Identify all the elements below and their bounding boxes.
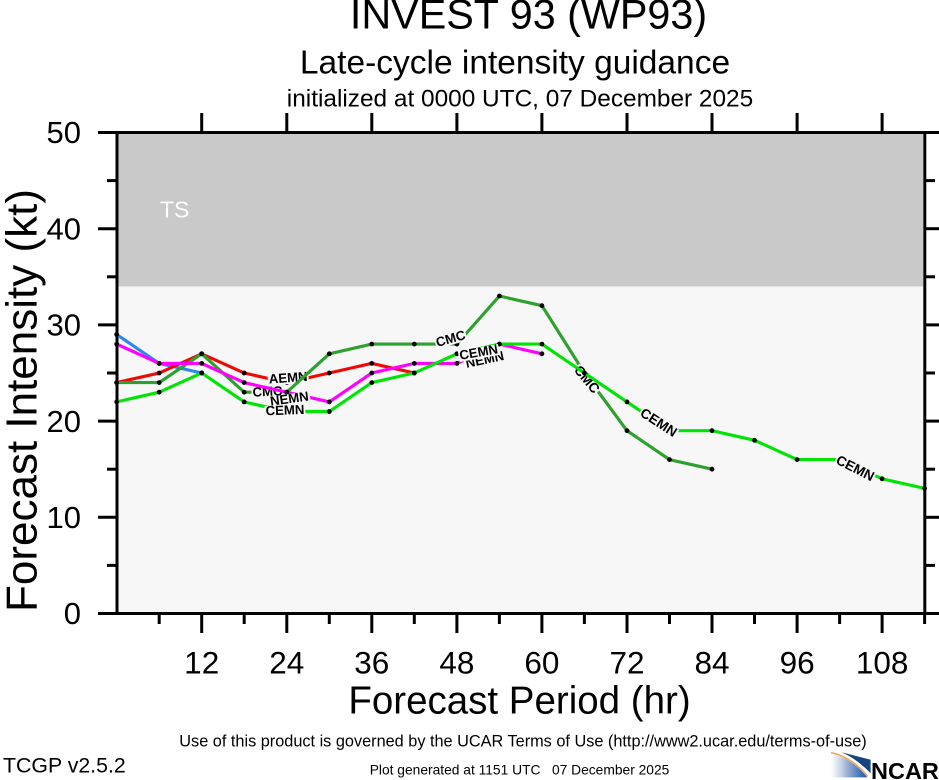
- svg-text:48: 48: [439, 645, 474, 681]
- svg-text:20: 20: [47, 404, 81, 439]
- svg-text:INVEST 93 (WP93): INVEST 93 (WP93): [350, 0, 707, 38]
- svg-text:10: 10: [47, 500, 81, 535]
- svg-text:NEMN: NEMN: [269, 388, 310, 408]
- svg-text:30: 30: [47, 308, 81, 343]
- svg-text:24: 24: [269, 645, 304, 681]
- svg-text:initialized at 0000 UTC, 07 De: initialized at 0000 UTC, 07 December 202…: [287, 86, 753, 113]
- svg-text:108: 108: [856, 645, 909, 681]
- svg-text:CEMN: CEMN: [265, 402, 304, 418]
- svg-text:96: 96: [780, 645, 815, 681]
- svg-text:Forecast Period (hr): Forecast Period (hr): [348, 680, 690, 723]
- svg-text:72: 72: [609, 645, 644, 681]
- svg-text:Use of this product is governe: Use of this product is governed by the U…: [179, 733, 866, 751]
- svg-text:84: 84: [694, 645, 729, 681]
- svg-text:Forecast Intensity (kt): Forecast Intensity (kt): [0, 189, 47, 612]
- svg-text:TCGP v2.5.2: TCGP v2.5.2: [3, 753, 126, 777]
- svg-text:12: 12: [184, 645, 219, 681]
- svg-text:Late-cycle intensity guidance: Late-cycle intensity guidance: [300, 45, 730, 82]
- svg-text:TS: TS: [160, 197, 189, 223]
- svg-text:50: 50: [47, 115, 81, 150]
- svg-text:36: 36: [354, 645, 389, 681]
- svg-text:0: 0: [64, 596, 81, 631]
- svg-text:60: 60: [524, 645, 559, 681]
- svg-text:CEMN: CEMN: [458, 341, 499, 363]
- svg-text:Plot generated at 1151 UTC 0: Plot generated at 1151 UTC 07 December 2…: [370, 763, 670, 778]
- svg-text:NCAR: NCAR: [871, 758, 939, 780]
- svg-text:40: 40: [47, 211, 81, 246]
